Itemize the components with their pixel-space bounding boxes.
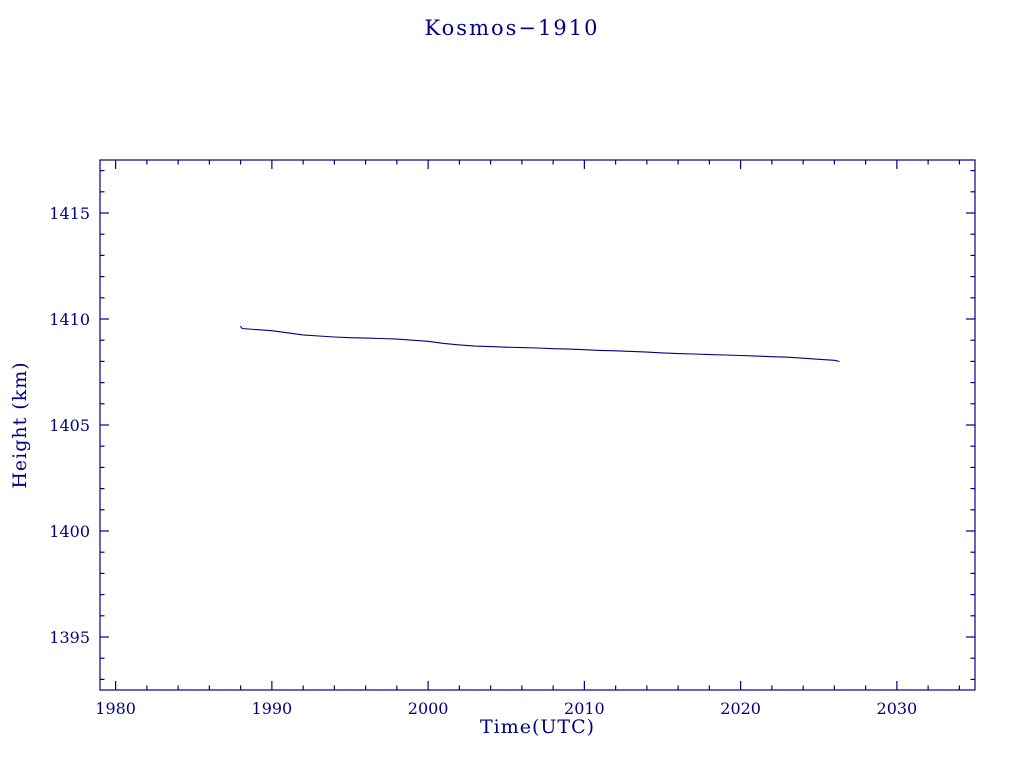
x-tick-label: 2010	[564, 699, 605, 718]
y-tick-label: 1395	[49, 628, 90, 647]
x-tick-label: 2020	[720, 699, 761, 718]
y-tick-label: 1415	[49, 204, 90, 223]
x-tick-label: 1990	[252, 699, 293, 718]
data-line-height-series	[240, 325, 840, 362]
x-tick-label: 2030	[877, 699, 918, 718]
plot-border	[99, 159, 976, 691]
y-tick-label: 1410	[49, 310, 90, 329]
x-tick-label: 1980	[95, 699, 136, 718]
chart-title: Kosmos−1910	[424, 16, 600, 40]
y-tick-label: 1400	[49, 522, 90, 541]
y-tick-label: 1405	[49, 416, 90, 435]
x-axis-label: Time(UTC)	[479, 716, 596, 738]
x-tick-label: 2000	[408, 699, 449, 718]
